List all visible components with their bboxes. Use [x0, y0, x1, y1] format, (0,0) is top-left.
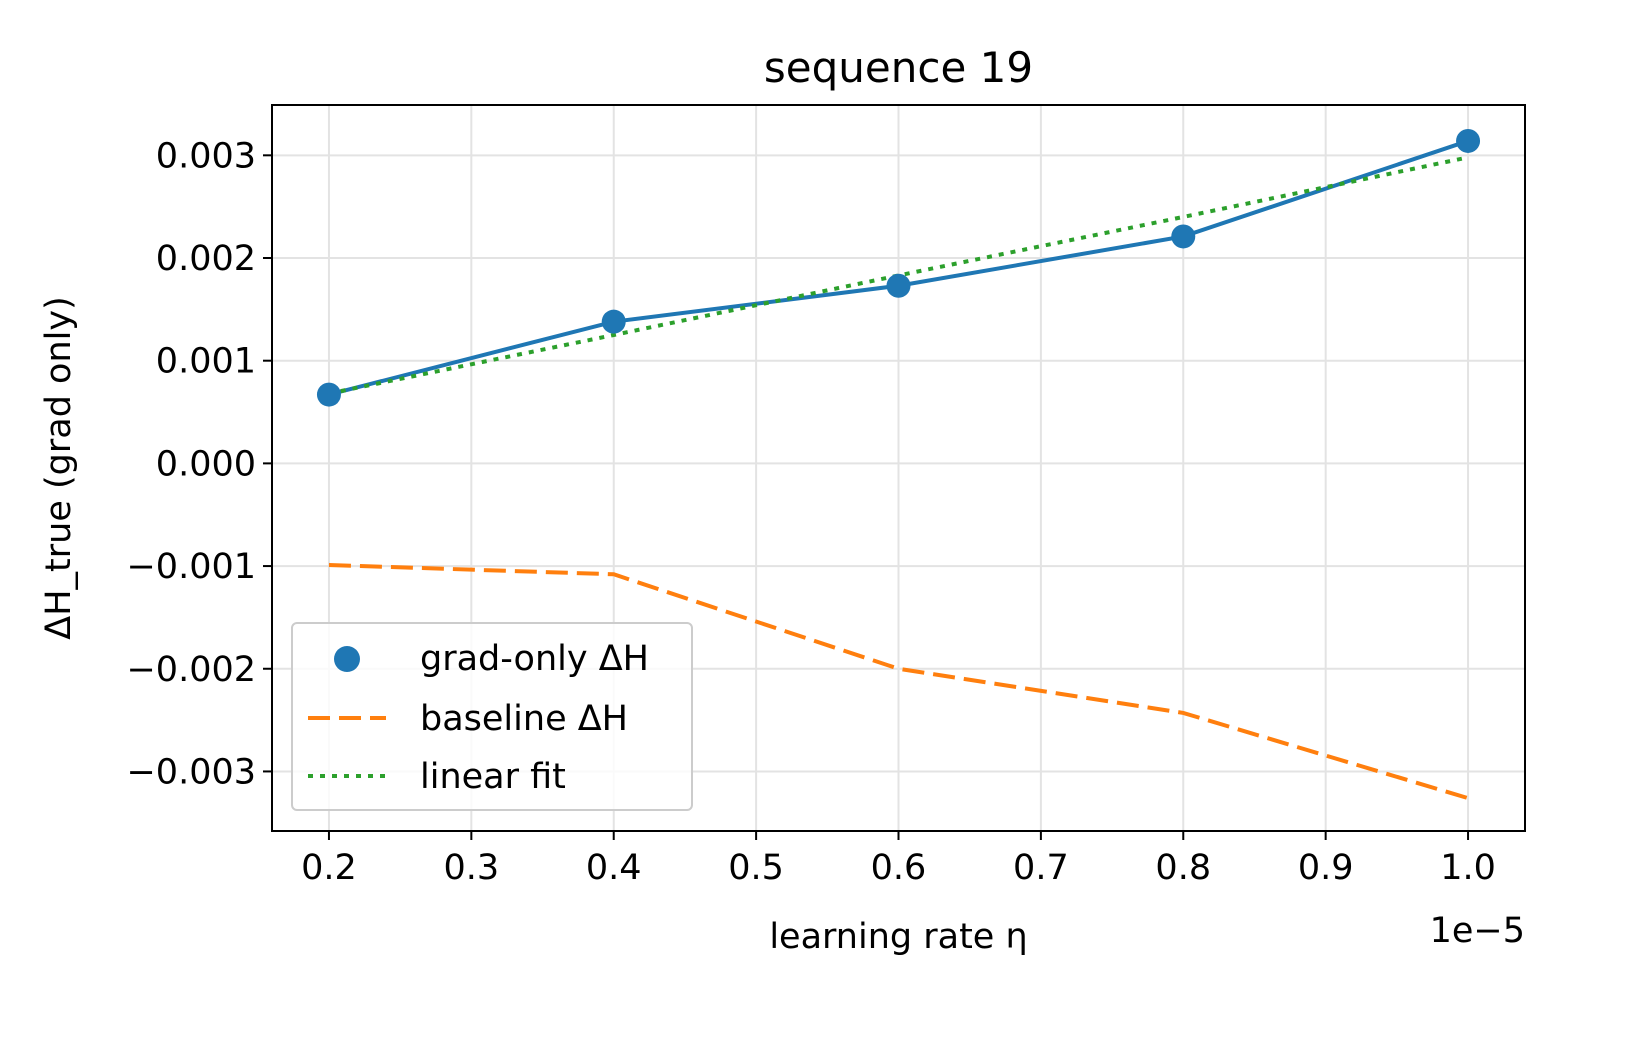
series-line-1 [328, 563, 1469, 801]
legend-label-baseline: baseline ΔH [420, 699, 628, 739]
y-tick-label: −0.002 [126, 650, 256, 690]
y-tick-label: 0.000 [156, 444, 256, 484]
data-point [1171, 224, 1196, 249]
x-tick-label: 0.4 [586, 848, 642, 888]
y-axis-label: ΔH_true (grad only) [39, 296, 79, 639]
data-point [316, 382, 341, 407]
x-tick-label: 1.0 [1440, 848, 1496, 888]
chart-title: sequence 19 [764, 43, 1033, 92]
y-tick-label: 0.001 [156, 342, 256, 382]
x-tick-label: 0.6 [871, 848, 927, 888]
data-point [1456, 128, 1481, 153]
x-axis-label: learning rate η [769, 917, 1027, 957]
series-line-2 [328, 155, 1469, 396]
x-tick-label: 0.5 [728, 848, 784, 888]
legend-label-grad-only: grad-only ΔH [420, 639, 649, 679]
legend-label-linear-fit: linear fit [420, 757, 566, 797]
x-tick-label: 0.7 [1013, 848, 1069, 888]
x-tick-label: 0.2 [301, 848, 357, 888]
data-point [601, 309, 626, 334]
legend-box [291, 622, 693, 811]
x-axis-offset-text: 1e−5 [1430, 911, 1525, 951]
x-tick-label: 0.8 [1155, 848, 1211, 888]
legend-marker-grad-only [334, 646, 360, 672]
series-layer [316, 128, 1481, 801]
axis-ticks: 0.2 0.3 0.4 0.5 0.6 0.7 0.8 0.9 1.0 0.003 0.002 0.0… [126, 136, 1495, 888]
y-tick-label: −0.001 [126, 547, 256, 587]
y-tick-label: −0.003 [126, 752, 256, 792]
x-tick-label: 0.3 [444, 848, 500, 888]
gridlines [272, 105, 1525, 831]
legend: grad-only ΔH baseline ΔH linear fit [291, 622, 693, 811]
y-tick-label: 0.002 [156, 239, 256, 279]
y-tick-label: 0.003 [156, 136, 256, 176]
x-tick-label: 0.9 [1298, 848, 1354, 888]
data-point [886, 273, 911, 298]
